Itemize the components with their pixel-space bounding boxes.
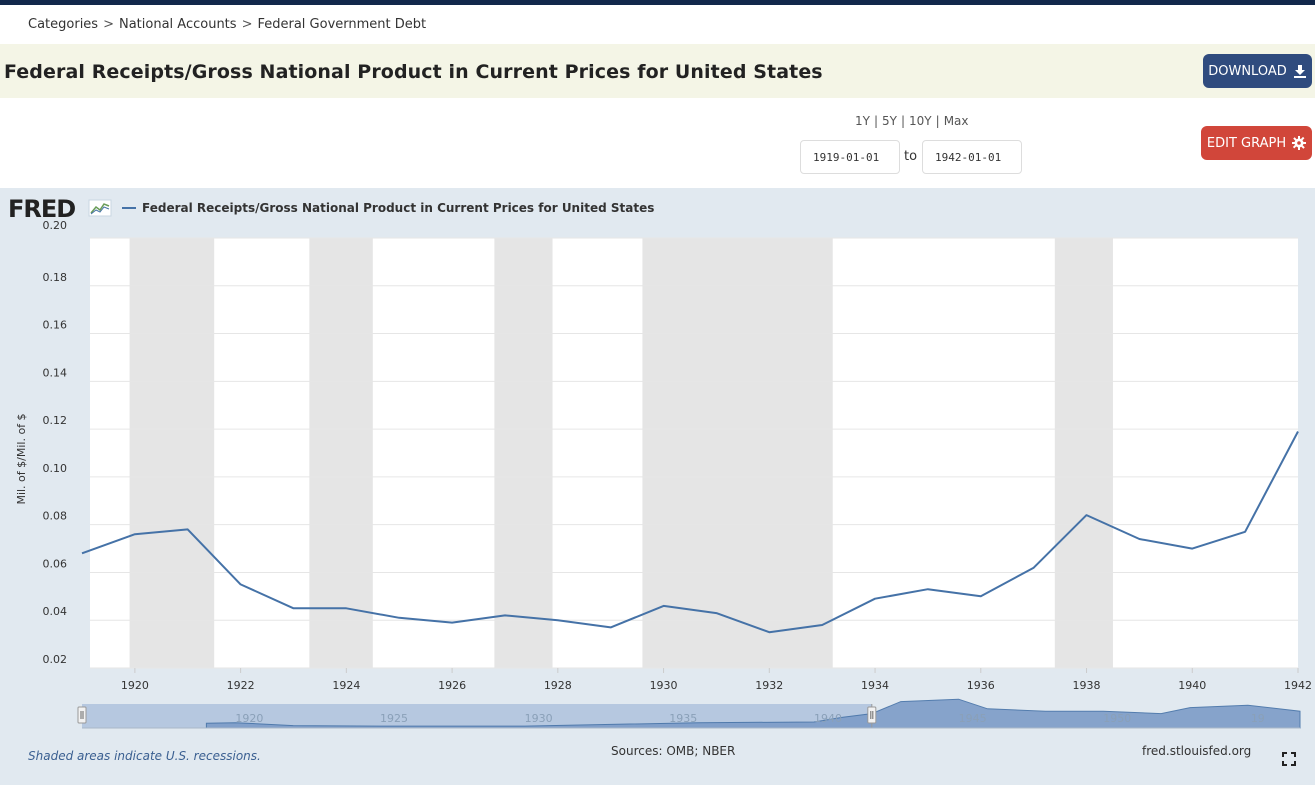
- page-title: Federal Receipts/Gross National Product …: [4, 61, 823, 83]
- y-tick-label: 0.12: [43, 414, 68, 427]
- y-tick-label: 0.20: [43, 219, 68, 232]
- legend-swatch: [122, 207, 136, 209]
- fred-logo: FRED: [8, 195, 116, 225]
- download-button[interactable]: DOWNLOAD: [1203, 54, 1312, 88]
- navigator-tick-label: 1920: [235, 712, 263, 725]
- navigator-handle-left[interactable]: [77, 706, 87, 724]
- x-tick-label: 1928: [544, 679, 572, 692]
- sources-text: Sources: OMB; NBER: [611, 744, 736, 758]
- y-tick-label: 0.10: [43, 462, 68, 475]
- fred-logo-text: FRED: [8, 195, 75, 221]
- range-max[interactable]: Max: [943, 114, 969, 128]
- x-tick-label: 1924: [332, 679, 360, 692]
- range-5y[interactable]: 5Y: [882, 114, 897, 128]
- y-tick-label: 0.08: [43, 510, 68, 523]
- breadcrumb-separator: >: [241, 17, 253, 32]
- breadcrumb-item-national-accounts[interactable]: National Accounts: [118, 17, 237, 32]
- breadcrumb-item-federal-government-debt[interactable]: Federal Government Debt: [257, 17, 427, 32]
- download-icon: [1293, 65, 1306, 78]
- fullscreen-icon[interactable]: [1282, 752, 1296, 766]
- navigator-tick-label: 1930: [525, 712, 553, 725]
- navigator-tick-label: 1940: [814, 712, 842, 725]
- recession-band: [642, 238, 833, 668]
- download-label: DOWNLOAD: [1208, 63, 1287, 79]
- recession-band: [1054, 238, 1113, 668]
- x-tick-label: 1920: [121, 679, 149, 692]
- legend[interactable]: Federal Receipts/Gross National Product …: [122, 201, 654, 215]
- x-tick-label: 1926: [438, 679, 466, 692]
- x-tick-label: 1942: [1284, 679, 1312, 692]
- navigator-tick-label: 1925: [380, 712, 408, 725]
- fred-chart-icon: [90, 203, 110, 214]
- recession-band: [129, 238, 215, 668]
- edit-graph-button[interactable]: EDIT GRAPH: [1201, 126, 1312, 160]
- range-10y[interactable]: 10Y: [909, 114, 932, 128]
- gear-icon: [1292, 136, 1307, 150]
- y-tick-label: 0.14: [43, 366, 68, 379]
- breadcrumb: Categories > National Accounts > Federal Gov…: [28, 17, 426, 32]
- x-tick-label: 1940: [1178, 679, 1206, 692]
- y-tick-label: 0.02: [43, 653, 68, 666]
- start-date-input[interactable]: [800, 140, 900, 174]
- navigator-tick-label: 1935: [669, 712, 697, 725]
- x-tick-label: 1934: [861, 679, 889, 692]
- edit-graph-label: EDIT GRAPH: [1206, 135, 1287, 151]
- breadcrumb-separator: >: [103, 17, 114, 32]
- breadcrumb-item-categories[interactable]: Categories: [28, 17, 99, 32]
- recession-band: [309, 238, 373, 668]
- y-tick-label: 0.06: [43, 557, 68, 570]
- y-axis-label: Mil. of $/Mil. of $: [15, 413, 28, 504]
- x-tick-label: 1936: [967, 679, 995, 692]
- y-tick-label: 0.04: [43, 605, 68, 618]
- x-tick-label: 1922: [227, 679, 255, 692]
- y-tick-label: 0.16: [43, 319, 68, 332]
- recession-note: Shaded areas indicate U.S. recessions.: [28, 749, 261, 763]
- x-tick-label: 1938: [1073, 679, 1101, 692]
- y-tick-label: 0.18: [43, 271, 68, 284]
- end-date-input[interactable]: [922, 140, 1022, 174]
- navigator-tick-label: 1945: [959, 712, 987, 725]
- top-bar: [0, 0, 1315, 5]
- site-link[interactable]: fred.stlouisfed.org: [1142, 744, 1252, 758]
- x-tick-label: 1930: [650, 679, 678, 692]
- range-1y[interactable]: 1Y: [855, 114, 870, 128]
- navigator-series: [205, 698, 1301, 729]
- navigator-tick-label: 1950: [1103, 712, 1131, 725]
- range-selector: 1Y | 5Y | 10Y | Max: [855, 114, 969, 128]
- navigator-handle-right[interactable]: [867, 706, 877, 724]
- x-tick-label: 1932: [755, 679, 783, 692]
- series-line: [81, 431, 1299, 634]
- navigator-tick-label: 19: [1251, 712, 1265, 725]
- recession-band: [494, 238, 553, 668]
- legend-label: Federal Receipts/Gross National Product …: [142, 201, 655, 215]
- chart: 0.20 0.18 0.16 0.14 0.12 0.10 0.08 0.06 0.04 0.02…: [15, 219, 1312, 729]
- to-label: to: [904, 149, 918, 164]
- title-band: [0, 44, 1315, 98]
